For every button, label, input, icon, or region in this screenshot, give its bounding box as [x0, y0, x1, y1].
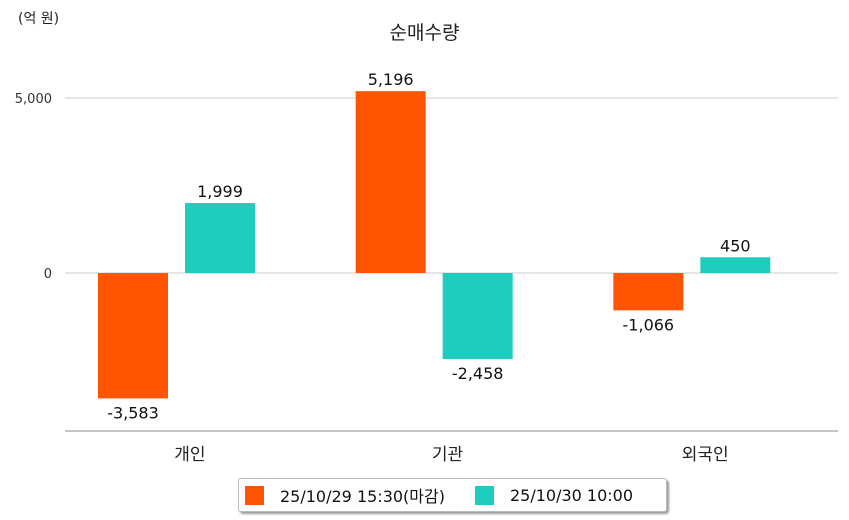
- bar[interactable]: [700, 257, 771, 274]
- y-tick-label: 5,000: [15, 92, 52, 107]
- data-label: -1,066: [623, 315, 675, 334]
- legend-item-0[interactable]: 25/10/29 15:30(마감): [239, 483, 445, 507]
- data-label: 5,196: [368, 70, 414, 89]
- bar[interactable]: [355, 91, 426, 274]
- bar[interactable]: [613, 273, 684, 311]
- legend-item-1[interactable]: 25/10/30 10:00: [469, 485, 634, 505]
- x-tick-label: 개인: [174, 445, 205, 465]
- data-label: -3,583: [107, 403, 159, 422]
- data-label: 1,999: [197, 182, 243, 201]
- chart-title: 순매수량: [389, 22, 460, 44]
- legend-label-1: 25/10/30 10:00: [509, 485, 634, 505]
- legend-label-0: 25/10/29 15:30(마감): [280, 487, 445, 506]
- y-tick-label: 0: [44, 267, 52, 282]
- unit-label: (억 원): [18, 11, 60, 27]
- data-label: -2,458: [452, 364, 504, 383]
- legend: 25/10/29 15:30(마감) 25/10/30 10:00: [238, 478, 667, 512]
- legend-swatch-0: [245, 485, 264, 505]
- x-tick-label: 기관: [432, 445, 463, 465]
- bar[interactable]: [442, 273, 513, 360]
- bar[interactable]: [98, 273, 168, 399]
- bar[interactable]: [185, 203, 255, 274]
- x-tick-label: 외국인: [682, 445, 729, 465]
- legend-swatch-1: [474, 485, 494, 505]
- data-label: 450: [720, 236, 751, 255]
- bar-chart: 0 5,000 개인 -3,583 1,999 기관 5,196 -2,458 외국인 -1,06…: [15, 70, 838, 465]
